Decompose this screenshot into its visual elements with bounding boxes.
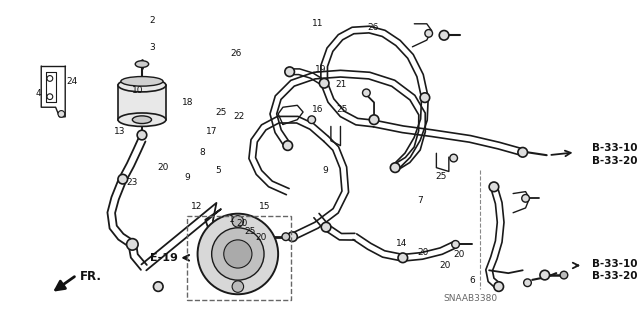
Circle shape	[540, 270, 550, 280]
Text: B-33-10: B-33-10	[592, 144, 637, 153]
Text: 6: 6	[470, 276, 476, 285]
Text: B-33-20: B-33-20	[592, 271, 637, 281]
Text: 17: 17	[206, 128, 218, 137]
Circle shape	[232, 216, 244, 227]
Text: E-19: E-19	[150, 253, 177, 263]
Text: 25: 25	[337, 105, 348, 114]
Text: 19: 19	[315, 65, 326, 74]
Circle shape	[198, 214, 278, 294]
Text: SNAAB3380: SNAAB3380	[443, 293, 497, 303]
Ellipse shape	[121, 77, 163, 86]
Text: 15: 15	[259, 203, 271, 211]
Text: 20: 20	[157, 163, 168, 172]
Text: B-33-10: B-33-10	[592, 259, 637, 269]
Circle shape	[58, 111, 65, 117]
Text: 10: 10	[132, 86, 144, 95]
Text: 12: 12	[191, 203, 202, 211]
Text: 24: 24	[67, 77, 78, 86]
Text: 9: 9	[184, 173, 190, 182]
Circle shape	[212, 228, 264, 280]
Circle shape	[321, 222, 331, 232]
Circle shape	[319, 78, 329, 88]
Text: 25: 25	[215, 108, 227, 116]
Text: 14: 14	[396, 239, 408, 248]
Circle shape	[283, 141, 292, 150]
Circle shape	[398, 253, 408, 263]
Circle shape	[308, 116, 316, 123]
Circle shape	[452, 241, 460, 248]
Circle shape	[439, 31, 449, 40]
Bar	[118, 85, 166, 120]
Ellipse shape	[118, 78, 166, 92]
Text: 20: 20	[454, 250, 465, 259]
Text: 20: 20	[418, 248, 429, 257]
Circle shape	[224, 240, 252, 268]
Circle shape	[450, 154, 458, 162]
Circle shape	[560, 271, 568, 279]
Text: 1: 1	[229, 215, 235, 224]
Text: 5: 5	[215, 166, 221, 175]
Circle shape	[518, 147, 527, 157]
Text: 22: 22	[234, 112, 245, 121]
Circle shape	[489, 182, 499, 192]
Circle shape	[154, 282, 163, 291]
Text: 23: 23	[126, 178, 138, 187]
Text: 21: 21	[335, 80, 346, 89]
Text: 3: 3	[149, 43, 155, 52]
Circle shape	[137, 130, 147, 140]
Text: 2: 2	[149, 16, 155, 25]
Text: 25: 25	[244, 227, 256, 236]
Circle shape	[425, 30, 433, 37]
Text: 18: 18	[182, 98, 193, 108]
Text: 26: 26	[367, 23, 379, 33]
Text: 20: 20	[255, 233, 266, 242]
Circle shape	[282, 233, 290, 241]
Circle shape	[524, 279, 531, 286]
Circle shape	[47, 76, 52, 81]
Text: 7: 7	[417, 196, 423, 205]
Text: 13: 13	[114, 128, 125, 137]
Text: 4: 4	[36, 89, 42, 98]
Ellipse shape	[118, 113, 166, 126]
Circle shape	[369, 115, 379, 124]
Circle shape	[47, 94, 52, 100]
Text: 26: 26	[230, 49, 242, 58]
Text: 25: 25	[435, 172, 447, 181]
Circle shape	[232, 281, 244, 292]
Text: 20: 20	[439, 261, 451, 270]
Circle shape	[288, 232, 298, 241]
Ellipse shape	[132, 116, 152, 123]
Bar	[187, 216, 291, 300]
Circle shape	[118, 174, 127, 184]
Circle shape	[390, 163, 400, 173]
Text: B-33-20: B-33-20	[592, 156, 637, 166]
Text: 8: 8	[200, 148, 205, 157]
Circle shape	[127, 239, 138, 250]
Text: 16: 16	[312, 105, 324, 114]
Circle shape	[494, 282, 504, 291]
Text: 9: 9	[323, 166, 328, 175]
Circle shape	[522, 195, 529, 202]
Circle shape	[285, 67, 294, 77]
Circle shape	[362, 89, 370, 97]
Text: FR.: FR.	[79, 271, 102, 284]
Ellipse shape	[135, 61, 148, 67]
Text: 11: 11	[312, 19, 324, 28]
Text: 20: 20	[237, 219, 248, 228]
Circle shape	[420, 93, 429, 102]
